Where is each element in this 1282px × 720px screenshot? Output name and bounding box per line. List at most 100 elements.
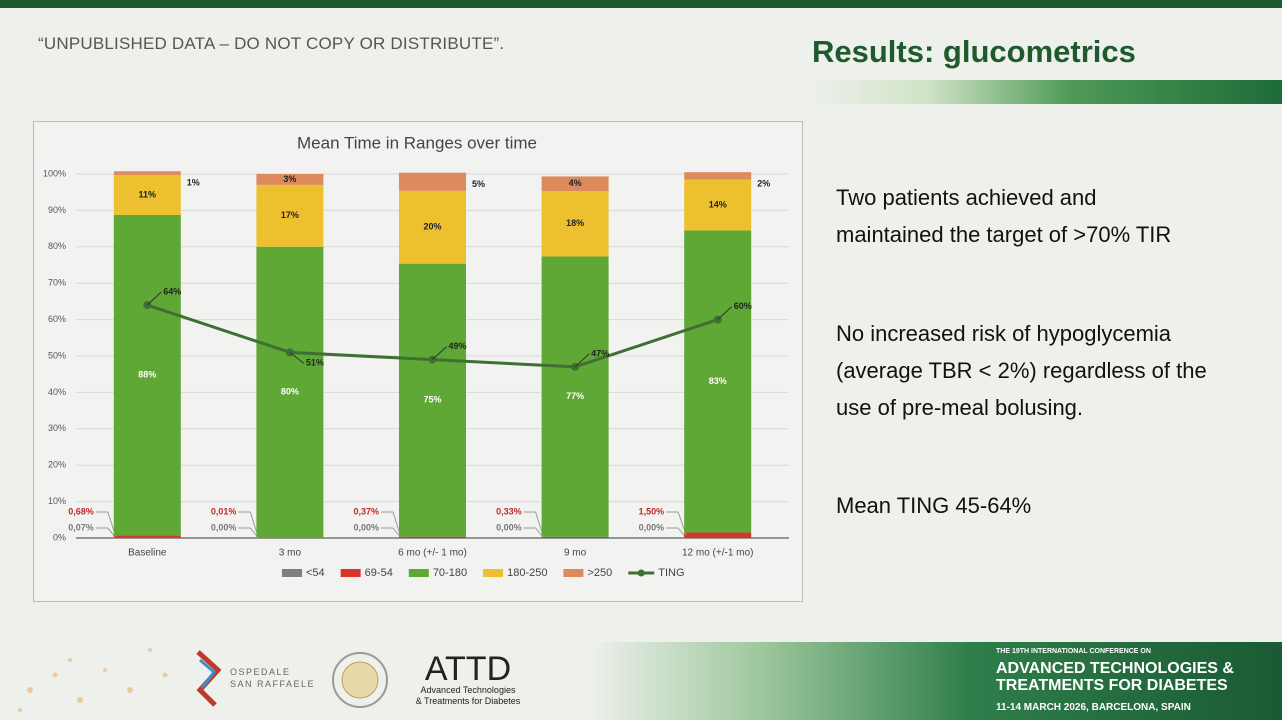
y-tick-label: 80%: [48, 241, 66, 251]
conference-name: ADVANCED TECHNOLOGIES & TREATMENTS FOR DI…: [996, 660, 1234, 694]
x-tick-label: 6 mo (+/- 1 mo): [398, 548, 467, 559]
logo-text: OSPEDALE: [230, 667, 291, 677]
chart-title: Mean Time in Ranges over time: [297, 133, 537, 152]
attd-logo: ATTD: [425, 650, 511, 688]
legend-label: 70-180: [433, 567, 467, 579]
conference-date: 11-14 MARCH 2026, BARCELONA, SPAIN: [996, 702, 1191, 713]
point-line: No increased risk of hypoglycemia: [836, 321, 1172, 346]
value-label: 88%: [138, 369, 156, 379]
y-tick-label: 70%: [48, 278, 66, 288]
value-label: 4%: [569, 178, 582, 188]
leader-line: [432, 346, 447, 361]
value-label: 0,33%: [496, 506, 522, 516]
bar-segment: [256, 184, 324, 247]
value-label: 83%: [709, 376, 727, 386]
value-label: 18%: [566, 218, 584, 228]
bar-segment: [113, 535, 181, 538]
attd-sub: & Treatments for Diabetes: [416, 696, 521, 706]
value-label: 0,37%: [353, 506, 379, 516]
bar-segment: [541, 176, 609, 191]
x-tick-label: Baseline: [128, 548, 167, 559]
legend-label: 180-250: [507, 567, 547, 579]
leader-line: [289, 351, 305, 364]
point: No increased risk of hypoglycemia (averag…: [836, 315, 1207, 426]
value-label: 51%: [306, 358, 324, 368]
chart: Mean Time in Ranges over time 0% 10% 20% 30…: [43, 133, 789, 579]
bar-segment: [113, 174, 181, 215]
bar-segment: [541, 190, 609, 257]
value-label: 3%: [283, 174, 296, 184]
x-tick-label: 3 mo: [279, 548, 302, 559]
value-label: 47%: [591, 348, 609, 358]
value-label: 2%: [757, 179, 770, 189]
point: Two patients achieved and maintained the …: [836, 179, 1171, 253]
legend-label: TING: [658, 567, 684, 579]
bar-segment: [399, 263, 466, 537]
value-label: 1%: [187, 178, 200, 188]
bar-segment: [399, 172, 466, 191]
y-tick-label: 0%: [53, 532, 66, 542]
legend-swatch: [408, 569, 429, 577]
slide-title: Results: glucometrics: [812, 34, 1136, 69]
legend-label: 69-54: [365, 567, 393, 579]
x-tick-label: 9 mo: [564, 548, 587, 559]
point-line: (average TBR < 2%) regardless of the: [836, 358, 1207, 383]
university-seal: [341, 661, 379, 699]
value-label: 17%: [281, 210, 299, 220]
x-tick-label: 12 mo (+/-1 mo): [682, 548, 753, 559]
bar-segment: [684, 230, 752, 533]
bar-segment: [113, 214, 181, 536]
point-line: Mean TING 45-64%: [836, 493, 1032, 518]
value-label: 0,00%: [353, 522, 379, 532]
conference-line: ADVANCED TECHNOLOGIES &: [996, 660, 1234, 677]
value-label: 0,00%: [639, 522, 665, 532]
chart-box: Mean Time in Ranges over time 0% 10% 20% 30…: [33, 121, 803, 602]
y-tick-label: 30%: [48, 423, 66, 433]
value-label: 75%: [423, 395, 441, 405]
value-label: 49%: [449, 341, 467, 351]
y-tick-label: 100%: [43, 168, 66, 178]
legend-swatch: [637, 569, 645, 577]
y-tick-label: 10%: [48, 496, 66, 506]
logo-text: SAN RAFFAELE: [230, 679, 315, 689]
value-label: 11%: [139, 189, 157, 199]
bar-segment: [684, 172, 752, 180]
legend-label: >250: [587, 567, 612, 579]
bar-segment: [113, 171, 181, 175]
value-label: 14%: [709, 199, 727, 209]
bar-segment: [541, 536, 609, 538]
value-label: 0,00%: [211, 522, 237, 532]
logos: OSPEDALE SAN RAFFAELE ATTD Advanced Tech…: [18, 648, 521, 712]
leader-line: [574, 353, 590, 368]
bar-segment: [399, 536, 466, 538]
top-bar: [0, 0, 1282, 8]
legend-label: <54: [306, 567, 325, 579]
osr-logo: [199, 658, 217, 689]
attd-sub: Advanced Technologies: [421, 685, 516, 695]
conference-line: TREATMENTS FOR DIABETES: [996, 677, 1228, 694]
y-tick-label: 20%: [48, 460, 66, 470]
value-label: 0,00%: [496, 522, 522, 532]
decoration: [18, 648, 168, 712]
value-label: 5%: [472, 179, 485, 189]
bar-segment: [684, 532, 752, 538]
value-label: 77%: [566, 391, 584, 401]
point-line: use of pre-meal bolusing.: [836, 395, 1084, 420]
y-tick-label: 90%: [48, 205, 66, 215]
value-label: 80%: [281, 387, 299, 397]
conference-intro: THE 19TH INTERNATIONAL CONFERENCE ON: [996, 648, 1151, 655]
value-label: 1,50%: [639, 506, 665, 516]
legend-swatch: [282, 569, 302, 577]
point-line: Two patients achieved and: [836, 185, 1097, 210]
legend-swatch: [563, 569, 584, 577]
value-label: 20%: [423, 222, 441, 232]
value-label: 0,07%: [68, 522, 94, 532]
title-bar: [810, 80, 1282, 104]
value-label: 0,01%: [211, 506, 237, 516]
y-tick-label: 60%: [48, 314, 66, 324]
value-label: 0,68%: [68, 506, 94, 516]
bar-segment: [256, 173, 324, 185]
university-seal: [332, 652, 388, 708]
y-tick-label: 50%: [48, 350, 66, 360]
